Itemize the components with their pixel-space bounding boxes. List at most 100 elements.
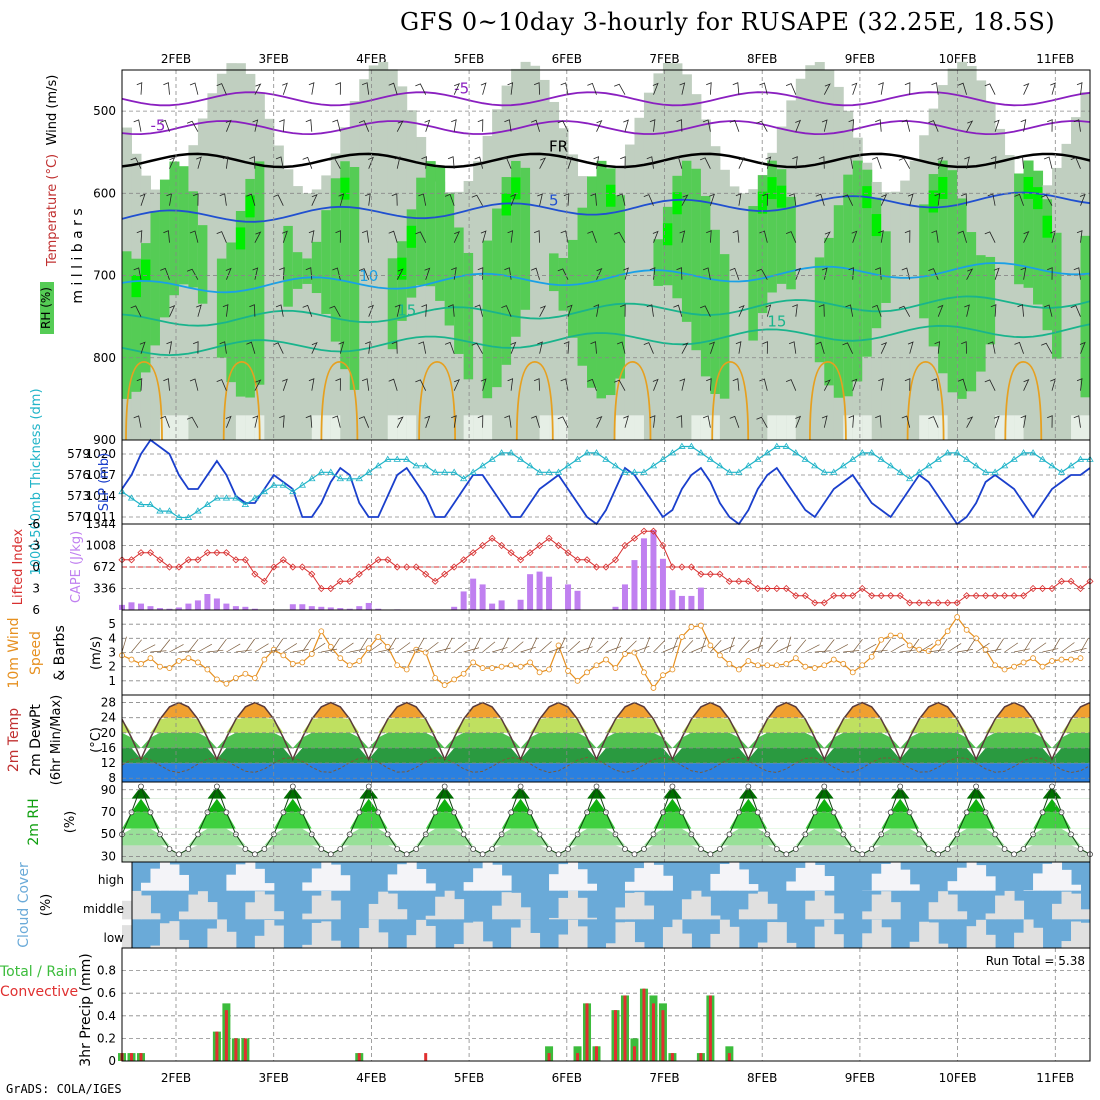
thickness-point [868,449,876,456]
cape-bar [137,603,144,610]
cape-bar [451,606,458,610]
cloud-gap-cell [985,913,996,920]
li-point [706,570,714,578]
li-point [963,592,971,600]
cloud-gap-cell [264,883,275,891]
cloud-gap-cell [482,862,493,891]
wind-barb [279,119,285,132]
wind-barb [762,341,768,354]
rh-shade-cell [881,231,892,303]
surface-wind-barb [1023,638,1033,653]
wind-speed-point [214,676,220,683]
surface-wind-barb [311,642,326,653]
cape-bar [299,604,306,610]
wind-barb [186,268,199,280]
li-point [611,556,620,564]
wind-barb [907,193,914,206]
cloud-gap-cell [1014,900,1025,920]
cloud-gap-cell [368,919,379,948]
wind-barb [338,341,345,354]
precip-convective-bar [623,995,627,1061]
wind-barb [623,119,629,132]
li-point [1067,577,1075,585]
wind-barb [335,230,341,243]
cloud-gap-cell [862,911,873,920]
rh-shade-cell [862,415,873,440]
li-point [602,563,610,571]
thickness-point [402,455,411,462]
thickness-point [991,468,999,475]
li-point [659,541,667,550]
surface-wind-barb [1070,647,1087,653]
wind-barb [729,267,740,280]
wind-speed-point [251,675,258,681]
wind-barb [759,230,768,243]
li-point [279,556,287,564]
wind-barb [593,156,600,169]
wind-speed-point [517,663,524,670]
surface-wind-barb [776,644,792,653]
li-point [526,549,534,557]
wind-barb [329,157,341,169]
precip-tick-label: 0.8 [97,964,116,978]
wind-barb [848,415,855,428]
wind-speed-point [1001,666,1008,673]
wind-barb [957,230,967,243]
surface-wind-barb [444,637,453,653]
wind-speed-point [906,642,913,649]
thickness-point [213,494,221,501]
cloud-gap-cell [245,862,256,891]
wind-barb [222,304,229,317]
rh-shade-cell [311,415,322,440]
rh-shade-cell [1004,155,1015,440]
cape-bar [527,574,534,610]
thickness-point [583,449,591,456]
wind-barb [966,416,974,428]
surface-wind-barb [226,643,241,653]
cloud-gap-cell [492,864,503,891]
rh-shade-cell [767,152,778,440]
cape-bar [356,606,363,610]
rh-shade-cell [492,208,503,388]
rh-shade-cell [444,193,455,326]
cloud-gap-cell [634,868,645,891]
cloud-gap-cell [776,922,787,948]
cloud-gap-cell [1052,903,1063,920]
rh-shade-cell [1033,193,1044,440]
thickness-point [165,507,174,514]
wind-speed-point [745,658,752,664]
rh-shade-cell [700,415,711,440]
rh-point [546,846,552,852]
li-point [868,592,876,600]
rh-point [783,851,790,858]
wind-barb [759,82,768,95]
wind-barb [507,230,514,243]
cloud-gap-cell [549,917,560,920]
li-point [327,584,335,593]
rh-shade-cell [549,415,560,440]
wind-barb [507,82,514,95]
wind-barb [904,378,911,391]
thickness-point [222,494,231,501]
rh-shade-cell [606,168,616,396]
rh-shade-cell [643,92,654,440]
pressure-tick-label: 800 [93,351,116,365]
li-point [953,599,961,607]
rh-point [1049,783,1055,790]
cloud-gap-cell [710,915,721,920]
rh-fill-band [122,845,1090,862]
slp-tick-label: 1017 [85,468,116,482]
surface-wind-barb [586,637,594,653]
wind-barb [957,378,967,391]
wind-barb [451,415,457,428]
surface-wind-barb [558,637,566,653]
thickness-point [270,481,278,488]
wind-speed-point [242,670,249,677]
thickness-point [1029,449,1037,456]
wind-barb [254,83,262,95]
wind-speed-point [195,659,201,666]
wind-barb [219,341,227,354]
thickness-point [649,462,658,469]
boundary-layer-contour [125,360,163,441]
cloud-gap-cell [653,864,664,891]
